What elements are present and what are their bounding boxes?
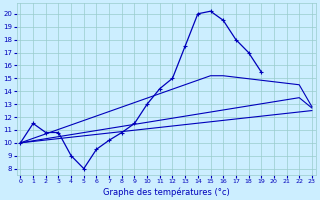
X-axis label: Graphe des températures (°c): Graphe des températures (°c) xyxy=(103,187,229,197)
